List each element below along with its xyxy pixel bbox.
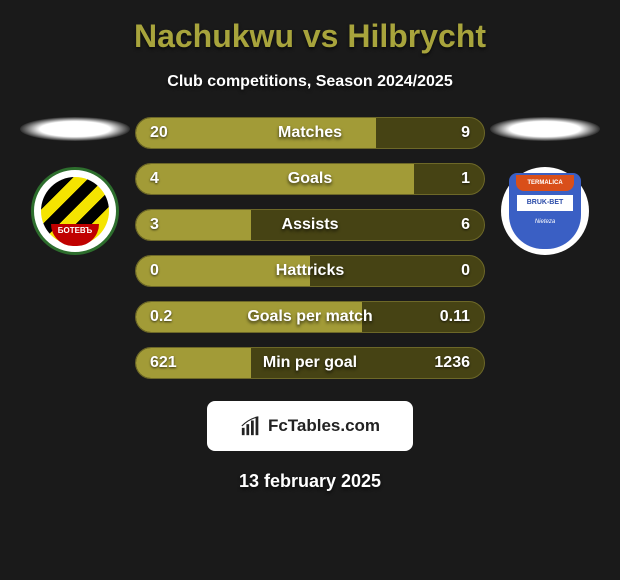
fctables-logo-icon <box>240 415 262 437</box>
comparison-date: 13 february 2025 <box>0 471 620 492</box>
stat-label: Matches <box>278 124 342 142</box>
stat-left-value: 3 <box>150 216 159 234</box>
stat-right-value: 1236 <box>434 354 470 372</box>
stat-bar-fill <box>136 164 414 194</box>
brand-card[interactable]: FcTables.com <box>207 401 413 451</box>
stat-right-value: 6 <box>461 216 470 234</box>
stat-right-value: 0 <box>461 262 470 280</box>
comparison-card: Nachukwu vs Hilbrycht Club competitions,… <box>0 0 620 502</box>
left-club-badge[interactable]: БОТЕВЪ <box>31 167 119 255</box>
right-player-column: TERMALICA BRUK-BET Nieteza <box>485 117 605 255</box>
right-player-name-plate <box>490 117 600 141</box>
stat-bars: 20 Matches 9 4 Goals 1 3 Assists 6 0 Hattricks 0 0.2… <box>135 117 485 379</box>
stat-label: Min per goal <box>263 354 357 372</box>
stat-label: Assists <box>282 216 339 234</box>
stat-right-value: 1 <box>461 170 470 188</box>
page-title: Nachukwu vs Hilbrycht <box>0 18 620 55</box>
stat-label: Goals <box>288 170 332 188</box>
stat-right-value: 9 <box>461 124 470 142</box>
right-badge-top: TERMALICA <box>516 175 574 191</box>
left-player-column: БОТЕВЪ <box>15 117 135 255</box>
stat-bar: 621 Min per goal 1236 <box>135 347 485 379</box>
right-badge-mid: BRUK-BET <box>517 195 573 211</box>
right-badge-bot: Nieteza <box>535 219 555 225</box>
stat-left-value: 0.2 <box>150 308 172 326</box>
brukbet-shield-icon: TERMALICA BRUK-BET Nieteza <box>509 173 581 249</box>
stat-left-value: 621 <box>150 354 177 372</box>
stat-bar: 3 Assists 6 <box>135 209 485 241</box>
stat-left-value: 0 <box>150 262 159 280</box>
stat-right-value: 0.11 <box>440 308 470 326</box>
left-badge-text: БОТЕВЪ <box>51 224 99 246</box>
stat-left-value: 20 <box>150 124 168 142</box>
stat-bar: 4 Goals 1 <box>135 163 485 195</box>
left-badge-top-text: БОТЕВЪ <box>58 226 93 235</box>
stat-label: Hattricks <box>276 262 344 280</box>
stat-bar: 20 Matches 9 <box>135 117 485 149</box>
comparison-main: БОТЕВЪ 20 Matches 9 4 Goals 1 3 Assists 6 0 Hattri… <box>0 117 620 379</box>
stat-bar: 0.2 Goals per match 0.11 <box>135 301 485 333</box>
stat-left-value: 4 <box>150 170 159 188</box>
stat-bar: 0 Hattricks 0 <box>135 255 485 287</box>
season-subtitle: Club competitions, Season 2024/2025 <box>0 73 620 91</box>
left-player-name-plate <box>20 117 130 141</box>
brand-text: FcTables.com <box>268 416 380 436</box>
stat-label: Goals per match <box>247 308 372 326</box>
right-club-badge[interactable]: TERMALICA BRUK-BET Nieteza <box>501 167 589 255</box>
